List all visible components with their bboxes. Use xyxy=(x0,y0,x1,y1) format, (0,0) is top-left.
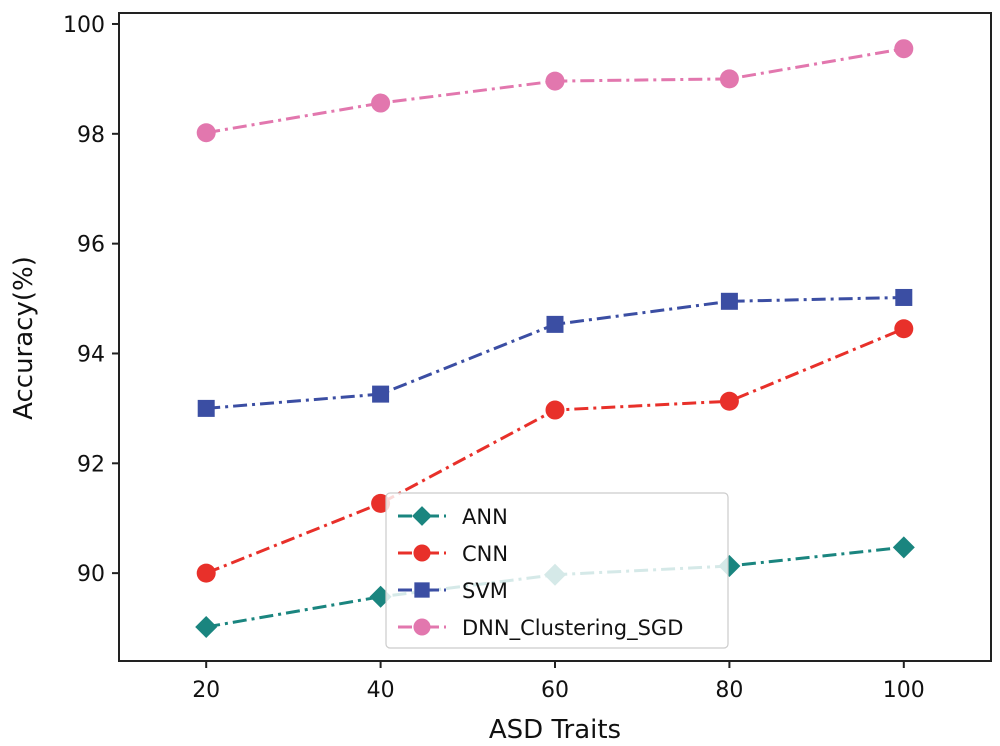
data-point xyxy=(720,292,738,310)
legend-item: DNN_Clustering_SGD xyxy=(398,616,683,641)
legend-marker xyxy=(412,506,432,526)
legend-label: ANN xyxy=(462,505,508,529)
data-point xyxy=(195,615,218,638)
data-point xyxy=(546,315,564,333)
data-point xyxy=(719,391,739,411)
y-tick-label: 96 xyxy=(77,233,105,258)
legend-marker xyxy=(414,582,430,598)
data-point xyxy=(196,123,216,143)
x-tick-label: 20 xyxy=(192,678,220,703)
data-point xyxy=(719,69,739,89)
legend-box xyxy=(385,492,729,649)
series-dnn-clustering-sgd xyxy=(196,39,914,143)
legend-item: SVM xyxy=(398,579,508,603)
y-tick-label: 92 xyxy=(77,452,105,477)
legend-label: SVM xyxy=(462,579,508,603)
x-tick-label: 40 xyxy=(367,678,395,703)
series-layer xyxy=(195,39,915,638)
data-point xyxy=(895,288,913,306)
legend-item: ANN xyxy=(398,505,508,529)
x-axis-label: ASD Traits xyxy=(489,715,621,745)
data-point xyxy=(545,71,565,91)
data-point xyxy=(371,93,391,113)
data-point xyxy=(894,39,914,59)
series-svm xyxy=(197,288,913,417)
x-tick-label: 80 xyxy=(715,678,743,703)
data-point xyxy=(545,400,565,420)
series-cnn xyxy=(196,319,914,583)
y-axis: 90 92 94 96 98 100 xyxy=(63,13,119,587)
data-point xyxy=(371,493,391,513)
x-axis: 20 40 60 80 100 xyxy=(192,661,925,703)
y-tick-label: 100 xyxy=(63,13,105,38)
legend-marker xyxy=(413,544,431,562)
y-tick-label: 94 xyxy=(77,342,105,367)
x-tick-label: 60 xyxy=(541,678,569,703)
y-tick-label: 98 xyxy=(77,123,105,148)
data-point xyxy=(892,536,915,559)
legend: ANN CNN SVM DNN_Clustering_SGD xyxy=(385,492,729,649)
legend-label: CNN xyxy=(462,542,508,566)
legend-item: CNN xyxy=(398,542,508,566)
data-point xyxy=(196,563,216,583)
data-point xyxy=(372,385,390,403)
y-tick-label: 90 xyxy=(77,562,105,587)
y-axis-label: Accuracy(%) xyxy=(9,256,39,420)
data-point xyxy=(197,399,215,417)
x-tick-label: 100 xyxy=(883,678,925,703)
legend-label: DNN_Clustering_SGD xyxy=(462,616,683,641)
data-point xyxy=(894,319,914,339)
legend-marker xyxy=(413,618,431,636)
